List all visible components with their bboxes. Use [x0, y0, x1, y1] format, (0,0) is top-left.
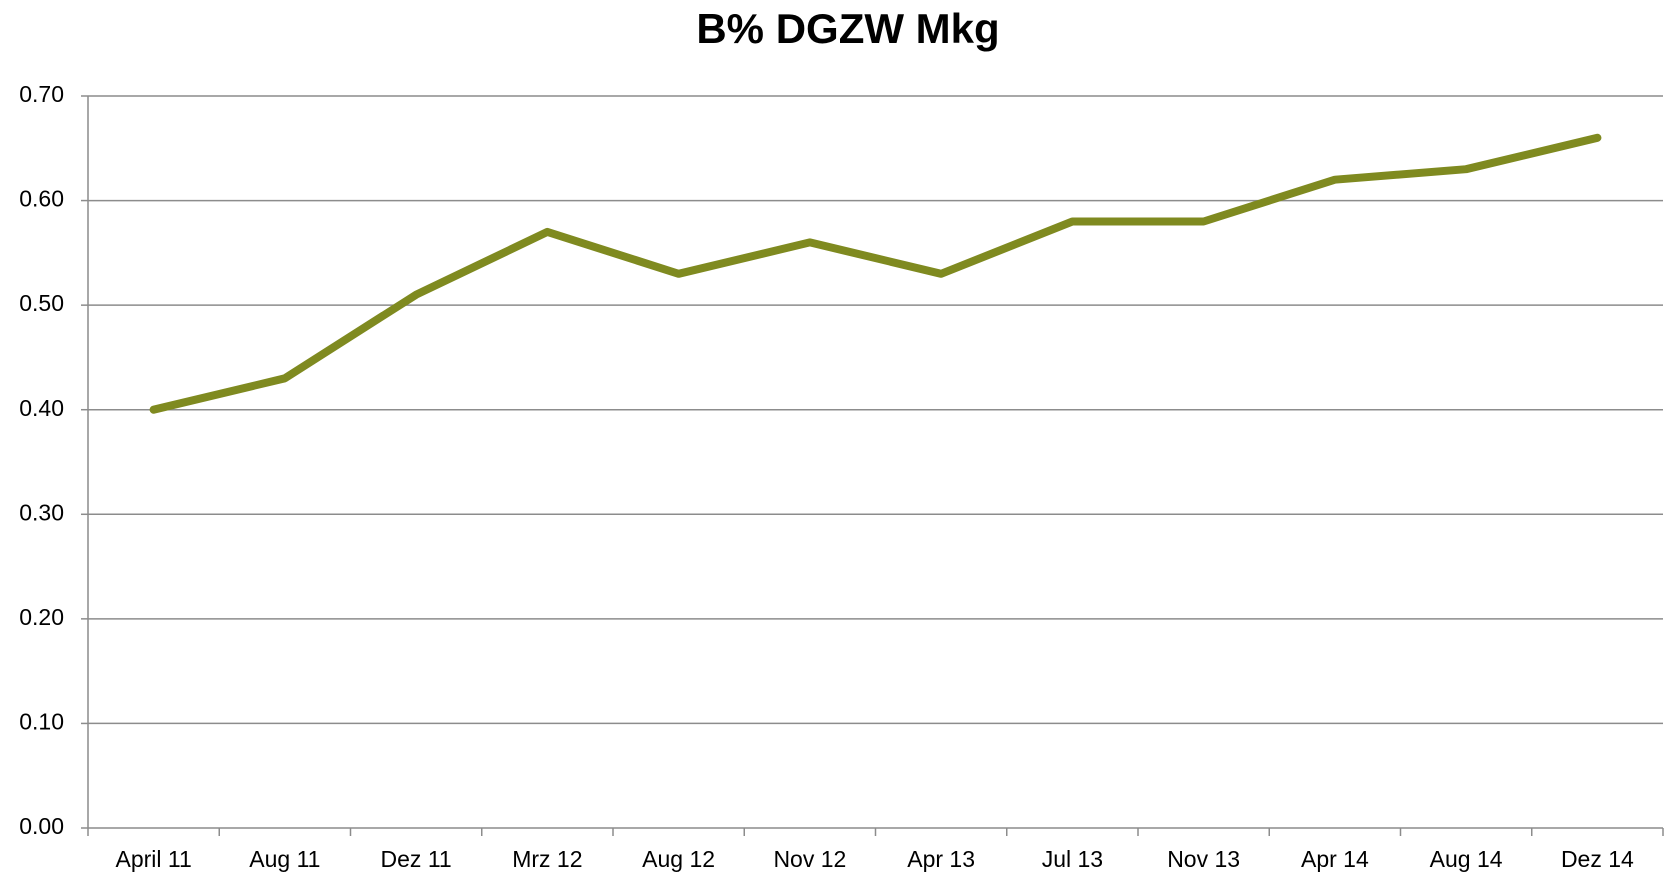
y-tick-label: 0.60	[19, 186, 64, 212]
data-line	[149, 133, 1602, 414]
x-tick-label: Mrz 12	[512, 846, 582, 872]
x-tick-label: Aug 12	[642, 846, 715, 872]
y-tick-label: 0.20	[19, 604, 64, 630]
y-tick-label: 0.50	[19, 290, 64, 316]
y-tick-label: 0.70	[19, 81, 64, 107]
x-tick-label: Dez 11	[381, 846, 452, 872]
chart-title: B% DGZW Mkg	[696, 5, 999, 52]
y-tick-label: 0.30	[19, 499, 64, 525]
x-tick-label: Nov 12	[773, 846, 846, 872]
x-tick-label: April 11	[115, 846, 191, 872]
x-tick-label: Apr 13	[907, 846, 975, 872]
x-tick-label: Apr 14	[1301, 846, 1369, 872]
x-tick-label: Aug 11	[249, 846, 320, 872]
x-tick-label: Dez 14	[1561, 846, 1634, 872]
x-tick-label: Aug 14	[1430, 846, 1503, 872]
y-tick-label: 0.10	[19, 709, 64, 735]
x-tick-label: Nov 13	[1167, 846, 1240, 872]
x-tick-label: Jul 13	[1042, 846, 1103, 872]
y-tick-label: 0.00	[19, 813, 64, 839]
y-tick-label: 0.40	[19, 395, 64, 421]
